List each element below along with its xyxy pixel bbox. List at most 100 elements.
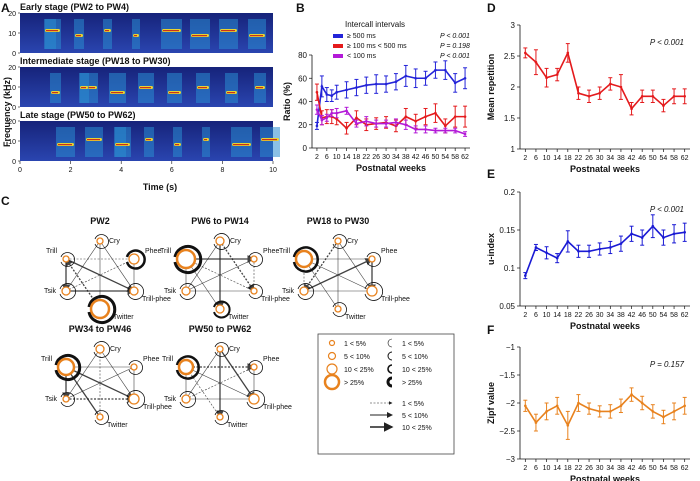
panel-e-u-index-chart: 0.050.10.150.22 6 10 14 18 22 26 30 34 38 42 46 50 54… (486, 188, 690, 331)
diagram-title: PW34 to PW46 (69, 324, 132, 334)
x-tick-label: 58 (451, 154, 459, 161)
x-tick-label: 34 (392, 154, 400, 161)
x-tick-label: 58 (670, 155, 678, 162)
y-axis-label: Mean repetition (486, 54, 496, 121)
transition-arrow (219, 240, 255, 293)
data-point (404, 74, 408, 78)
data-point (566, 424, 570, 427)
data-point (404, 123, 408, 127)
data-point (414, 128, 417, 131)
data-point (587, 407, 591, 410)
legend-loop-label: 5 < 10% (402, 354, 428, 361)
spectrogram-title-early: Early stage (PW2 to PW4) (20, 2, 129, 12)
x-tick-label: 6 (325, 154, 329, 161)
data-point (683, 230, 686, 234)
self-loop (364, 282, 383, 301)
transition-arrow (65, 365, 101, 418)
x-axis-label: Postnatal weeks (570, 474, 640, 481)
data-point (463, 115, 467, 118)
data-point (630, 232, 633, 236)
call-peak (58, 144, 72, 146)
data-point (320, 85, 324, 88)
node-label-trillphee: Trill-phee (261, 296, 290, 303)
x-tick-label: 10 (543, 155, 551, 162)
self-loop (214, 342, 229, 357)
x-tick-label: 54 (660, 465, 668, 472)
legend-node-marker (328, 339, 336, 347)
node-label-cry: Cry (109, 238, 120, 245)
legend-loop-marker (387, 338, 393, 348)
data-point (345, 109, 348, 113)
x-tick-label: 46 (638, 465, 646, 472)
panel-a-spectrograms: Early stage (PW2 to PW4) Intermediate st… (2, 2, 280, 192)
x-tick-label: 18 (564, 465, 572, 472)
call-peak (146, 139, 151, 141)
spectrogram-ytick-label: 20 (8, 119, 16, 126)
x-tick-label: 58 (670, 312, 678, 319)
legend-arrow-label: 5 < 10% (402, 413, 428, 420)
data-point (444, 129, 447, 132)
node-label-trillphee: Trill-phee (263, 404, 292, 411)
x-tick-label: 6 (534, 465, 538, 472)
call-node (216, 413, 224, 421)
call-node (334, 305, 342, 313)
data-point (414, 76, 417, 80)
x-tick-label: 2 (523, 155, 527, 162)
data-point (453, 81, 457, 85)
spectrogram-xtick-label: 4 (119, 167, 123, 174)
y-tick-label: 2.5 (504, 52, 516, 61)
call-node (334, 237, 342, 245)
data-point (463, 76, 467, 80)
call-peak (140, 87, 151, 89)
y-tick-label: 1.5 (504, 114, 516, 123)
node-label-trillphee: Trill-phee (143, 404, 172, 411)
call-node (62, 395, 70, 403)
x-tick-label: 14 (553, 155, 561, 162)
data-point (434, 129, 437, 132)
node-label-trill: Trill (279, 248, 290, 255)
transition-arrow (99, 348, 135, 400)
call-node (177, 358, 195, 376)
call-node (56, 357, 76, 377)
x-tick-label: 62 (681, 465, 689, 472)
data-point (434, 111, 437, 115)
node-label-trill: Trill (160, 248, 171, 255)
spectrogram-title-late: Late stage (PW50 to PW62) (20, 110, 136, 120)
call-peak (198, 87, 207, 89)
legend-node-label: 10 < 25% (344, 367, 374, 374)
legend-node-label: 5 < 10% (344, 354, 370, 361)
call-node (95, 344, 105, 354)
call-node (61, 286, 71, 296)
node-label-trill: Trill (162, 356, 173, 363)
y-tick-label: 0.15 (499, 226, 515, 235)
data-point (545, 410, 548, 413)
x-tick-label: 42 (628, 155, 636, 162)
transition-arrow (65, 240, 101, 292)
y-tick-label: 0.2 (504, 188, 516, 197)
x-tick-label: 62 (461, 154, 469, 161)
x-axis-label: Postnatal weeks (356, 163, 426, 173)
call-node (250, 255, 258, 263)
call-peak (81, 87, 86, 89)
node-label-tsik: Tsik (45, 396, 58, 403)
data-point (453, 129, 457, 132)
x-tick-label: 46 (638, 312, 646, 319)
spectrogram-xtick-label: 2 (69, 167, 73, 174)
call-peak (134, 35, 137, 37)
data-point (444, 124, 447, 128)
call-peak (163, 30, 179, 32)
spectrogram-ytick-label: 0 (12, 105, 16, 112)
call-peak (262, 139, 277, 141)
x-tick-label: 2 (523, 465, 527, 472)
data-point (524, 51, 527, 55)
data-point (651, 95, 655, 98)
call-energy (144, 127, 154, 157)
data-point (414, 119, 417, 123)
self-loop (87, 295, 117, 324)
data-point (609, 82, 612, 86)
call-node (181, 394, 191, 404)
x-tick-label: 46 (638, 155, 646, 162)
data-point (545, 76, 548, 79)
call-energy (173, 127, 182, 157)
